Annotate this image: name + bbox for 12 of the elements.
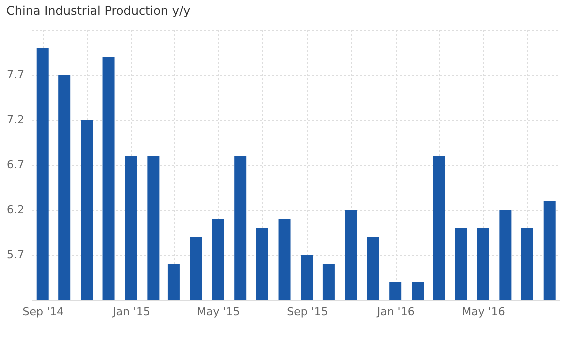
y-tick-label: 6.2 xyxy=(7,204,24,216)
chart-title: China Industrial Production y/y xyxy=(6,4,191,18)
y-tick-label: 7.7 xyxy=(7,68,24,82)
y-tick-label: 6.7 xyxy=(7,158,24,172)
x-tick-label: Jan '15 xyxy=(112,306,150,318)
x-tick-label: Sep '14 xyxy=(22,306,64,318)
y-tick-label: 5.7 xyxy=(7,248,24,262)
x-tick-label: May '15 xyxy=(197,306,240,318)
y-tick-label: 7.2 xyxy=(7,114,24,126)
x-tick-label: May '16 xyxy=(462,306,506,318)
x-tick-label: Sep '15 xyxy=(287,306,328,318)
x-tick-label: Jan '16 xyxy=(376,306,415,318)
